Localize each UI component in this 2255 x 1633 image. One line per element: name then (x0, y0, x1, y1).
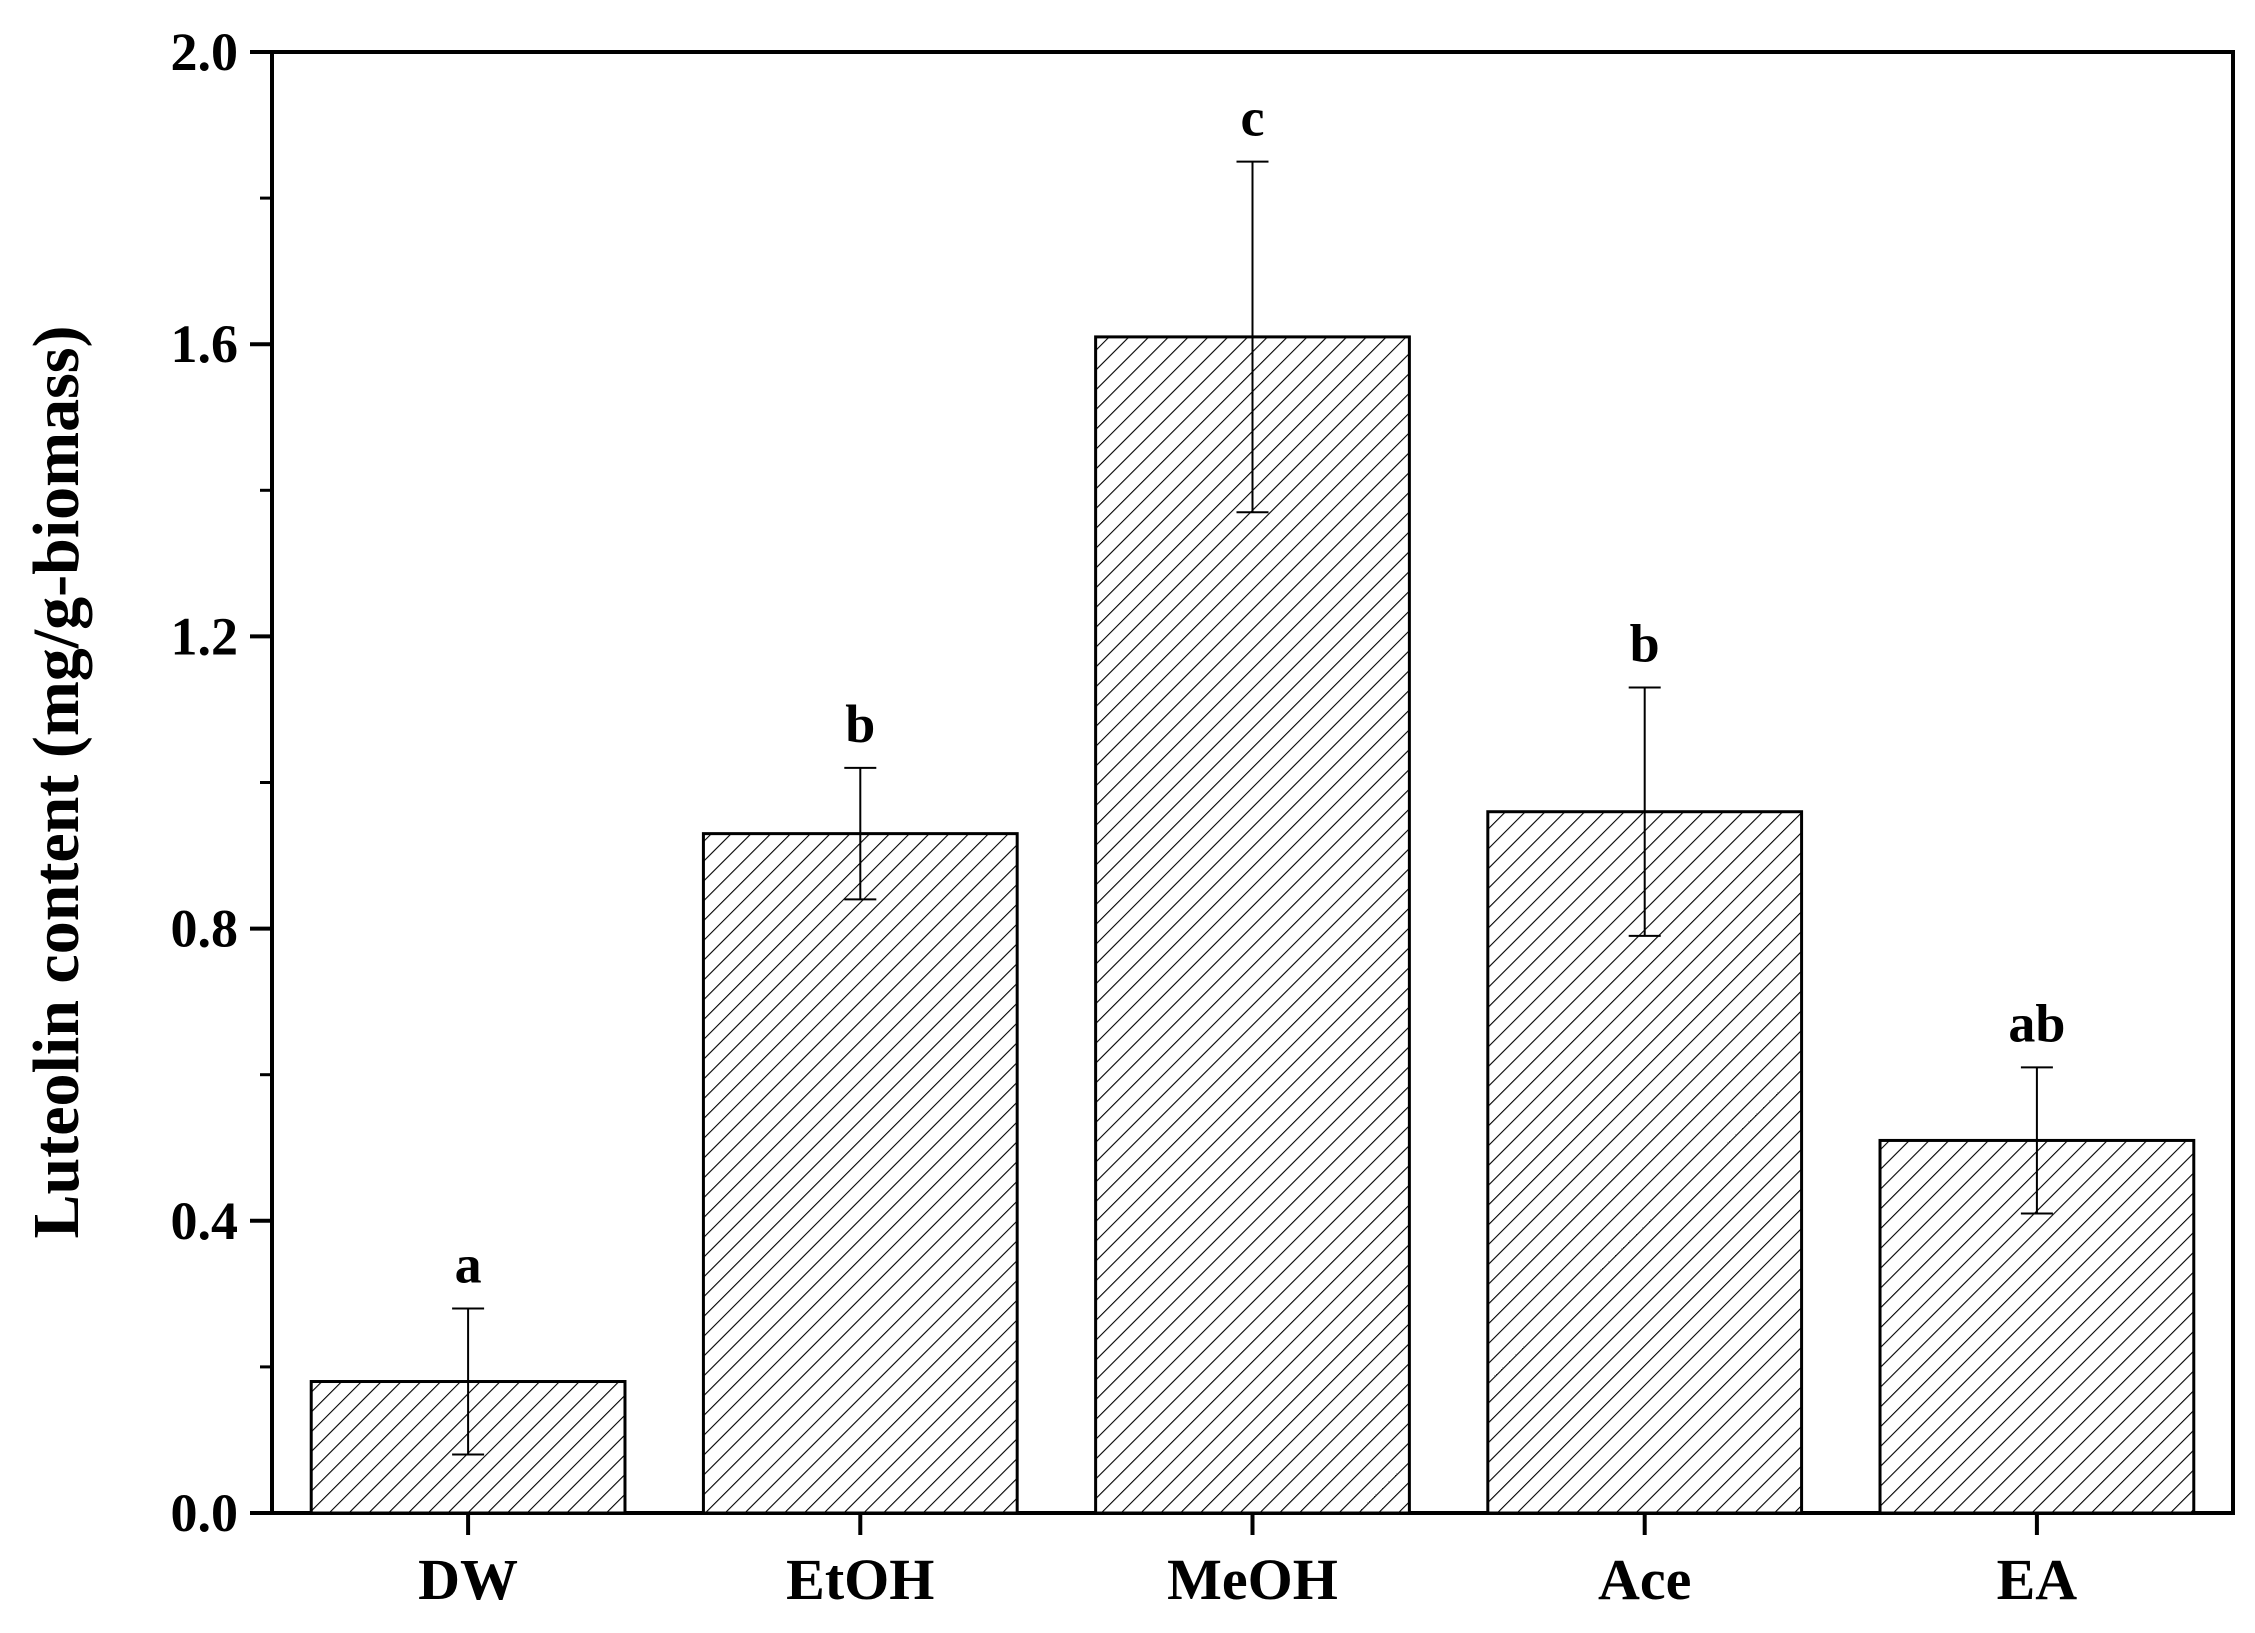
y-tick-label: 0.0 (171, 1483, 239, 1543)
x-axis: DW EtOH MeOH Ace EA (418, 1513, 2077, 1612)
y-axis-title: Luteolin content (mg/g-biomass) (20, 326, 93, 1239)
x-tick-label: DW (418, 1547, 518, 1612)
y-tick-label: 1.2 (171, 606, 239, 666)
x-tick-label: EtOH (786, 1547, 934, 1612)
bar-series (309, 335, 2196, 1515)
significance-label: b (845, 694, 875, 754)
bar-etoh (701, 832, 1019, 1515)
bar-meoh (1094, 335, 1411, 1515)
significance-label: a (455, 1234, 482, 1294)
significance-label: c (1241, 88, 1265, 148)
x-tick-label: MeOH (1167, 1547, 1338, 1612)
y-tick-label: 0.4 (171, 1191, 239, 1251)
significance-label: b (1630, 614, 1660, 674)
y-tick-label: 2.0 (171, 22, 239, 82)
significance-label: ab (2008, 993, 2065, 1053)
x-tick-label: EA (1997, 1547, 2078, 1612)
x-tick-label: Ace (1598, 1547, 1691, 1612)
y-tick-label: 1.6 (171, 314, 239, 374)
y-axis: 0.0 0.4 0.8 1.2 1.6 2.0 (171, 22, 272, 1543)
error-bars (452, 160, 2053, 1456)
y-tick-label: 0.8 (171, 899, 239, 959)
